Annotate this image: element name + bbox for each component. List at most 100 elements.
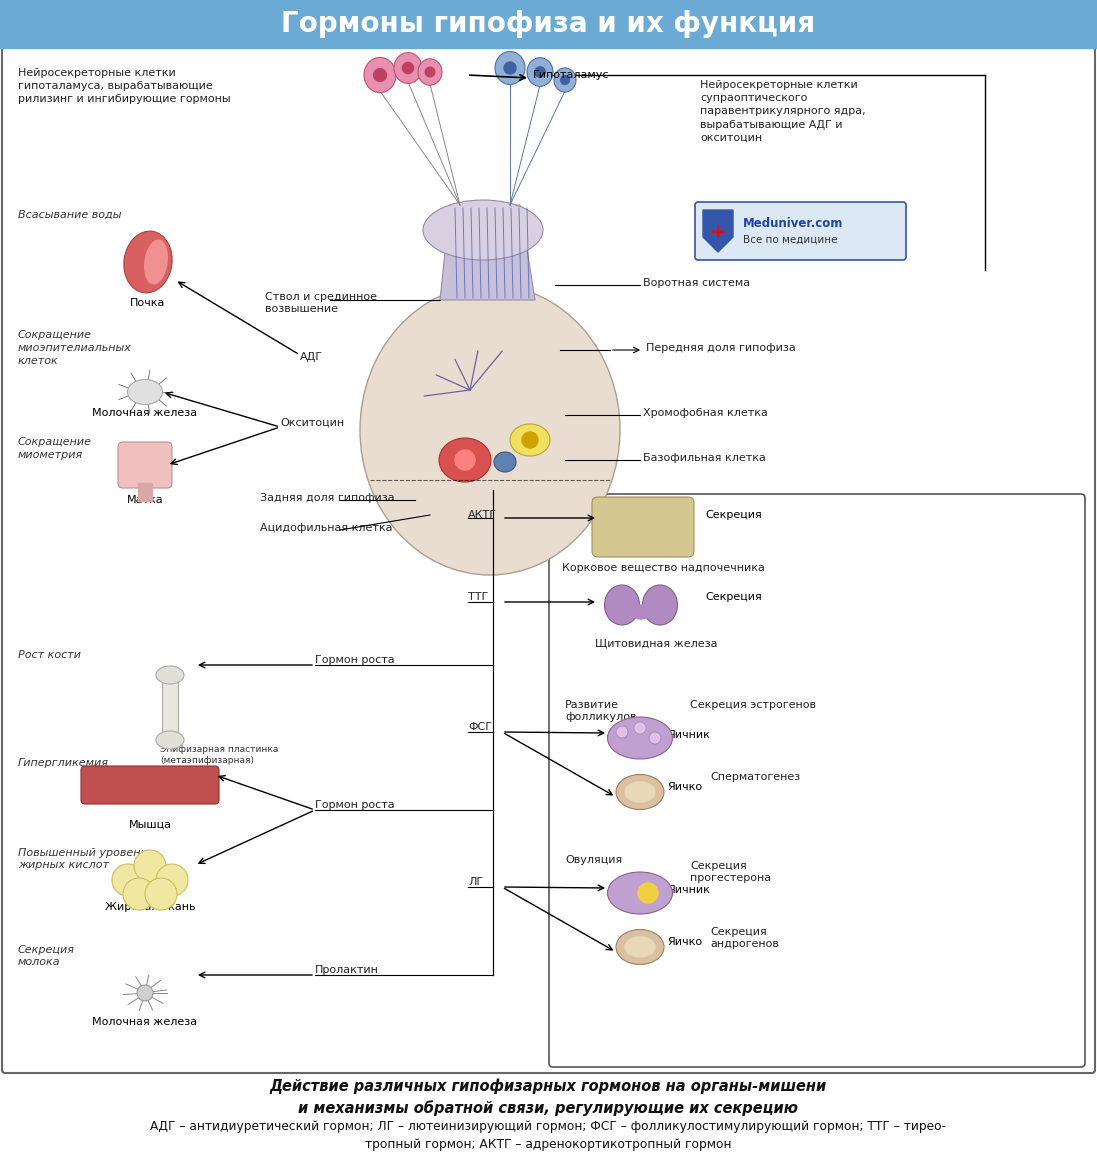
Bar: [138, 483, 152, 501]
Text: Мышца: Мышца: [128, 820, 171, 830]
Ellipse shape: [418, 59, 442, 86]
Ellipse shape: [608, 872, 672, 914]
Text: +: +: [710, 223, 726, 242]
Text: Секреция: Секреция: [705, 592, 761, 602]
Text: Передняя доля гипофиза: Передняя доля гипофиза: [646, 343, 795, 352]
Ellipse shape: [631, 605, 651, 619]
Text: Яичник: Яичник: [667, 730, 710, 740]
Ellipse shape: [608, 717, 672, 759]
Ellipse shape: [625, 936, 655, 956]
Text: Нейросекреторные клетки
гипоталамуса, вырабатывающие
рилизинг и ингибирующие гор: Нейросекреторные клетки гипоталамуса, вы…: [18, 68, 230, 105]
Circle shape: [112, 864, 144, 897]
Text: Ацидофильная клетка: Ацидофильная клетка: [260, 523, 393, 533]
Ellipse shape: [145, 240, 168, 284]
Text: ТТГ: ТТГ: [468, 592, 488, 602]
Circle shape: [403, 62, 414, 74]
Text: Яичко: Яичко: [667, 783, 702, 792]
Ellipse shape: [494, 452, 516, 472]
Text: Яичник: Яичник: [667, 885, 710, 895]
Ellipse shape: [439, 438, 491, 482]
Polygon shape: [703, 210, 733, 251]
Text: Всасывание воды: Всасывание воды: [18, 210, 122, 220]
Ellipse shape: [127, 380, 162, 404]
Text: Повышенный уровень
жирных кислот: Повышенный уровень жирных кислот: [18, 848, 147, 871]
Text: АДГ – антидиуретический гормон; ЛГ – лютеинизирующий гормон; ФСГ – фолликулостим: АДГ – антидиуретический гормон; ЛГ – лют…: [150, 1120, 946, 1152]
Text: Рост кости: Рост кости: [18, 650, 81, 660]
Circle shape: [134, 850, 166, 882]
Text: Секреция эстрогенов: Секреция эстрогенов: [690, 700, 816, 710]
Text: Сперматогенез: Сперматогенез: [710, 772, 800, 783]
Ellipse shape: [554, 68, 576, 92]
Text: Овуляция: Овуляция: [565, 855, 622, 865]
Text: Сокращение
миометрия: Сокращение миометрия: [18, 437, 92, 461]
Circle shape: [137, 985, 152, 1001]
Text: Базофильная клетка: Базофильная клетка: [643, 454, 766, 463]
Bar: [162, 674, 178, 740]
Text: Гипергликемия: Гипергликемия: [18, 758, 109, 768]
Text: ФСГ: ФСГ: [468, 721, 491, 732]
Text: Жировая ткань: Жировая ткань: [104, 902, 195, 912]
Text: Все по медицине: Все по медицине: [743, 235, 837, 246]
Text: Гормон роста: Гормон роста: [315, 800, 395, 810]
Text: Секреция
молока: Секреция молока: [18, 945, 75, 967]
Text: Сокращение
миоэпителиальных
клеток: Сокращение миоэпителиальных клеток: [18, 330, 132, 367]
Circle shape: [426, 67, 434, 76]
Circle shape: [634, 721, 646, 734]
Ellipse shape: [423, 200, 543, 260]
Circle shape: [504, 62, 516, 74]
Bar: [0, 0, 1097, 48]
FancyBboxPatch shape: [81, 766, 219, 804]
Text: Молочная железа: Молочная железа: [92, 408, 197, 418]
Text: Нейросекреторные клетки
супраоптического
паравентрикулярного ядра,
вырабатывающи: Нейросекреторные клетки супраоптического…: [700, 80, 866, 143]
Ellipse shape: [643, 585, 678, 625]
FancyBboxPatch shape: [592, 497, 694, 557]
Ellipse shape: [617, 929, 664, 965]
FancyBboxPatch shape: [695, 202, 906, 260]
Polygon shape: [440, 204, 535, 300]
Text: Секреция: Секреция: [705, 510, 761, 521]
Ellipse shape: [156, 731, 184, 748]
Circle shape: [561, 75, 569, 85]
Text: Гипоталамус: Гипоталамус: [533, 70, 610, 80]
Circle shape: [617, 726, 627, 738]
Text: Гормон роста: Гормон роста: [315, 654, 395, 665]
Circle shape: [145, 878, 177, 909]
Ellipse shape: [510, 424, 550, 456]
Text: Матка: Матка: [126, 495, 163, 505]
Text: Meduniver.com: Meduniver.com: [743, 217, 844, 230]
Ellipse shape: [527, 58, 553, 86]
Text: Эпифизарная пластинка
(метаэпифизарная): Эпифизарная пластинка (метаэпифизарная): [160, 745, 279, 765]
FancyBboxPatch shape: [118, 442, 172, 488]
Circle shape: [522, 432, 538, 448]
Ellipse shape: [124, 231, 172, 293]
Circle shape: [535, 67, 545, 78]
Text: Ствол и срединное
возвышение: Ствол и срединное возвышение: [265, 293, 377, 314]
Ellipse shape: [495, 52, 525, 85]
Ellipse shape: [617, 774, 664, 810]
Text: Хромофобная клетка: Хромофобная клетка: [643, 408, 768, 418]
Circle shape: [649, 732, 661, 744]
Text: Секреция
андрогенов: Секреция андрогенов: [710, 927, 779, 949]
Text: Секреция
прогестерона: Секреция прогестерона: [690, 861, 771, 884]
Ellipse shape: [604, 585, 640, 625]
Circle shape: [455, 450, 475, 470]
Ellipse shape: [364, 58, 396, 93]
Text: Щитовидная железа: Щитовидная железа: [595, 638, 717, 647]
Text: Действие различных гипофизарных гормонов на органы-мишени
и механизмы обратной с: Действие различных гипофизарных гормонов…: [270, 1077, 827, 1115]
Circle shape: [123, 878, 155, 909]
Text: Окситоцин: Окситоцин: [280, 418, 344, 428]
Text: Яичко: Яичко: [667, 936, 702, 947]
Circle shape: [156, 864, 188, 897]
Circle shape: [638, 882, 658, 904]
Text: Почка: Почка: [131, 298, 166, 308]
Text: Задняя доля гипофиза: Задняя доля гипофиза: [260, 494, 395, 503]
Ellipse shape: [360, 286, 620, 575]
Text: Развитие
фолликулов: Развитие фолликулов: [565, 700, 636, 723]
Text: АКТГ: АКТГ: [468, 510, 497, 521]
Circle shape: [374, 68, 386, 81]
Text: Пролактин: Пролактин: [315, 965, 378, 975]
Text: Гормоны гипофиза и их функция: Гормоны гипофиза и их функция: [281, 11, 815, 38]
Ellipse shape: [156, 666, 184, 684]
Text: АДГ: АДГ: [299, 352, 323, 362]
Text: Молочная железа: Молочная железа: [92, 1018, 197, 1027]
